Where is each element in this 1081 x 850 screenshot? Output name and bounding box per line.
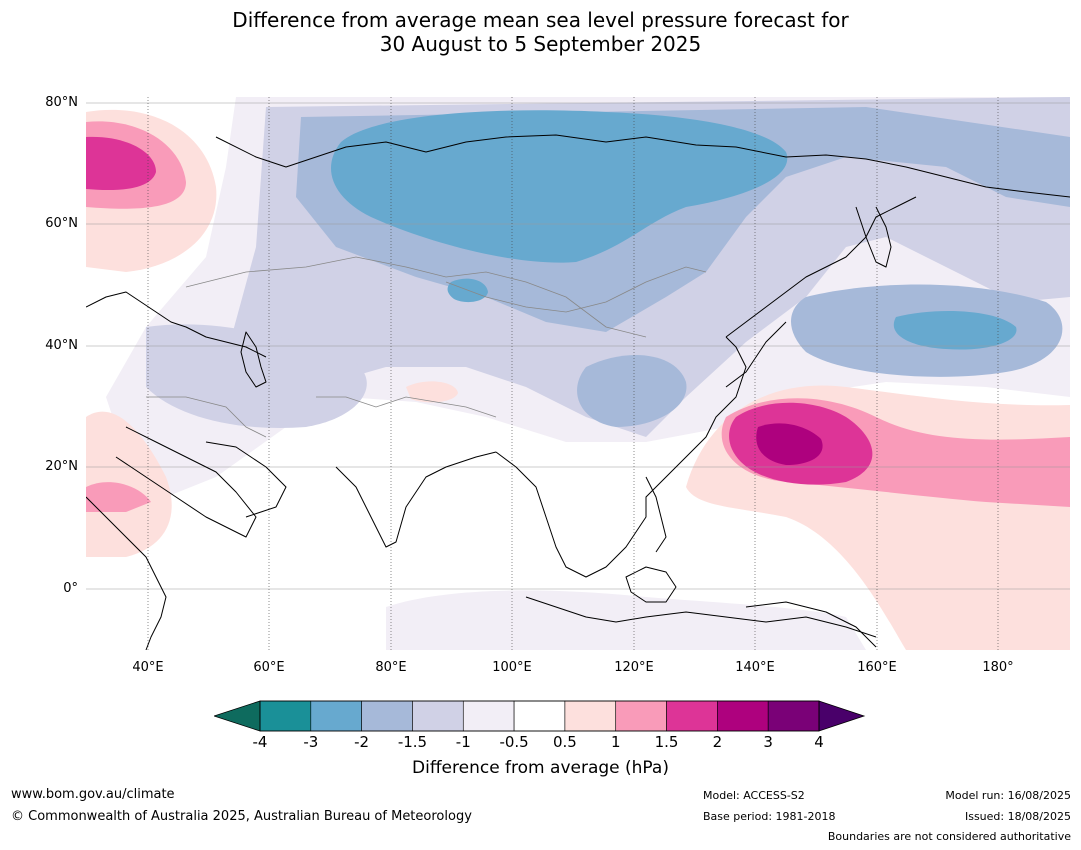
coastline-kamchatka [855,206,892,268]
lon-label-180: 180° [982,660,1014,675]
colorbar-tick-label: -1 [455,733,471,751]
footer-base-period: Base period: 1981-2018 [703,810,836,823]
coastline-east-asia [725,196,917,338]
lon-label-140e: 140°E [735,660,775,675]
coastline-india [335,451,497,548]
coastline-caspian [240,331,267,388]
coastline-middle-east [115,426,257,538]
colorbar-cell [564,700,617,732]
meridians [147,97,999,650]
coastline-arctic-eurasia [215,134,1070,198]
colorbar-cell [767,700,820,732]
colorbar-tick-label: -4 [252,733,268,751]
lon-label-100e: 100°E [492,660,532,675]
anomaly-zone-plus-2-pacific [756,423,823,465]
colorbar-cell [513,700,566,732]
lat-label-40n: 40°N [45,338,78,353]
anomaly-fields [86,97,1070,650]
colorbar-cell [462,700,515,732]
lat-label-60n: 60°N [45,216,78,231]
footer-url: www.bom.gov.au/climate [11,787,175,802]
country-borders [146,256,707,438]
anomaly-zone-minus-1-asia [146,324,367,428]
coastline-europe-west [86,291,267,358]
colorbar-cell [717,700,769,732]
colorbar-tick-label: 4 [814,733,824,751]
coastline-new-guinea [745,601,877,648]
colorbar-tick-label: 3 [763,733,773,751]
colorbar-cell [412,700,464,732]
anomaly-zone-plus-1-africa [86,482,151,512]
border-central-asia [185,256,647,338]
colorbar-label: Difference from average (hPa) [412,758,669,778]
coastline-philippines [645,476,667,553]
lat-label-20n: 20°N [45,459,78,474]
footer-boundaries-note: Boundaries are not considered authoritat… [827,830,1071,843]
colorbar-cell [666,700,718,732]
footer-model-run: Model run: 16/08/2025 [945,789,1071,802]
colorbar-over-arrow [818,700,866,732]
lat-label-0: 0° [63,581,78,596]
colorbar-tick-label: 1 [610,733,621,751]
coastlines [86,134,1070,650]
coastline-africa-east [86,496,167,650]
colorbar-under-arrow [214,700,261,732]
border-middle-east [146,396,267,438]
lon-label-80e: 80°E [375,660,407,675]
footer-issued: Issued: 18/08/2025 [964,810,1071,823]
colorbar-tick-label: -2 [354,733,370,751]
coastline-southeast-asia [495,336,747,578]
colorbar-cell [259,700,312,732]
anomaly-zone-minus-1-5-china [577,355,687,427]
colorbar-tick-label: -0.5 [499,733,529,751]
footer-copyright: © Commonwealth of Australia 2025, Austra… [11,809,472,824]
anomaly-zone-plus-0-5-tibet [406,381,458,403]
colorbar-tick-label: 2 [712,733,723,751]
map-canvas [86,97,1070,650]
anomaly-zone-minus-2 [331,110,788,263]
anomaly-zone-plus-1-5-europe [86,136,156,191]
coastline-borneo [625,566,677,603]
anomaly-zone-minus-2-east [893,311,1017,350]
footer-model: Model: ACCESS-S2 [703,789,805,802]
coastline-indonesia [525,596,877,638]
colorbar [214,700,866,732]
colorbar-cell [615,700,667,732]
colorbar-cell [310,700,362,732]
colorbar-frame [259,700,820,732]
colorbar-cells [259,700,820,732]
colorbar-tick-label: -1.5 [397,733,428,751]
lon-label-60e: 60°E [253,660,285,675]
lat-label-80n: 80°N [45,95,78,110]
graticule [86,102,1070,590]
colorbar-tick-label: 0.5 [552,733,577,751]
coastline-arabian-peninsula [205,441,287,518]
border-south-asia [316,396,497,418]
coastline-japan [725,321,787,388]
anomaly-zone-plus-0-5-arabia [86,411,172,557]
title-line-1: Difference from average mean sea level p… [232,8,849,32]
colorbar-tick-label: -3 [303,733,319,751]
map-title: Difference from average mean sea level p… [0,8,1081,56]
lon-label-40e: 40°E [132,660,164,675]
border-mongolia [445,266,707,313]
lon-label-120e: 120°E [614,660,654,675]
lon-label-160e: 160°E [857,660,897,675]
title-line-2: 30 August to 5 September 2025 [379,32,702,56]
colorbar-tick-label: 1.5 [654,733,679,751]
colorbar-cell [361,700,413,732]
pressure-anomaly-map [86,97,1070,650]
